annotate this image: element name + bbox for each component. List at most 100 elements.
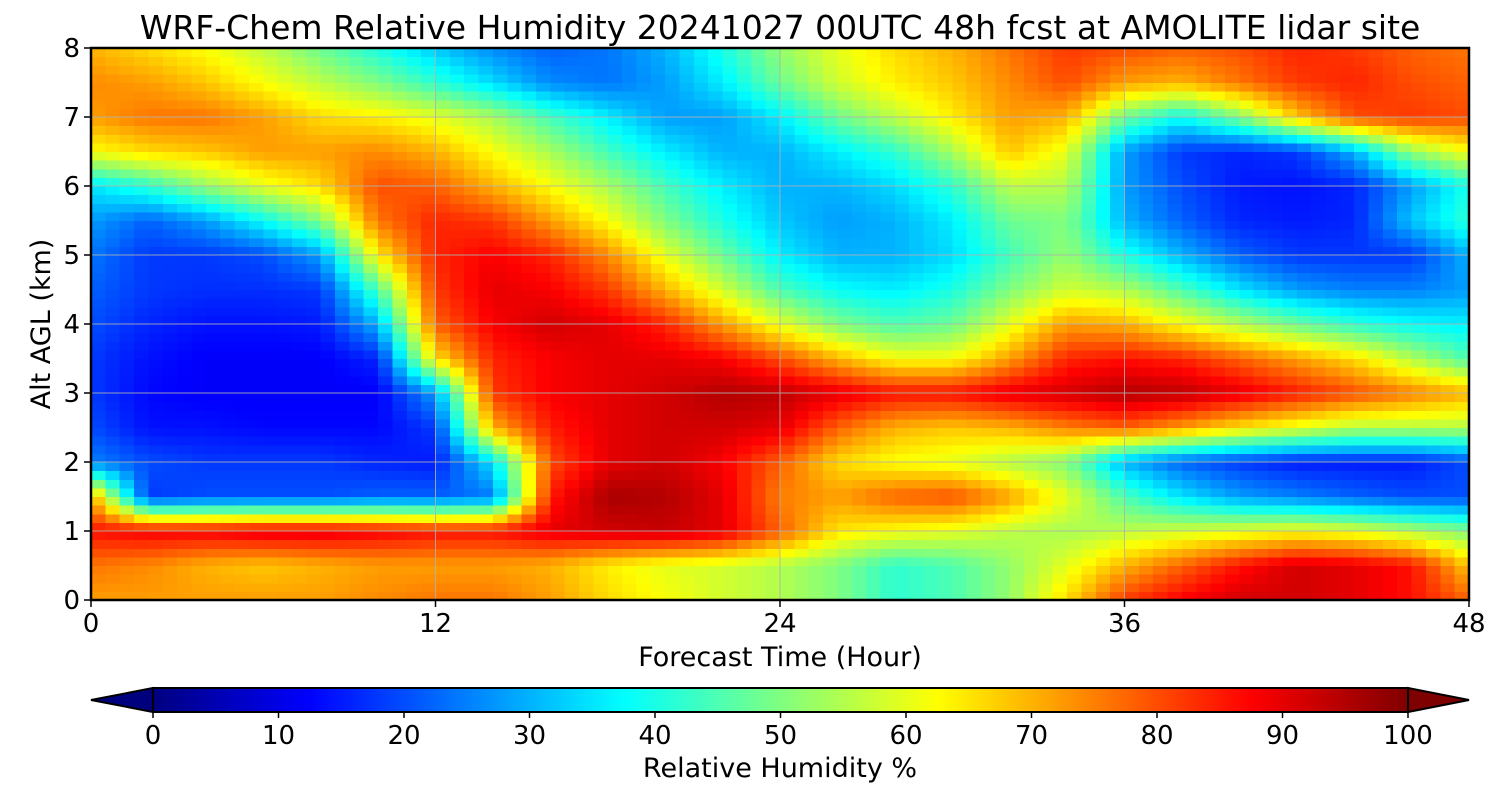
heatmap-cell [1411,367,1427,377]
heatmap-cell [966,160,982,170]
heatmap-cell [808,462,824,472]
heatmap-cell [134,453,150,463]
heatmap-cell [622,487,638,498]
heatmap-cell [1224,470,1240,480]
heatmap-cell [593,384,609,394]
heatmap-cell [406,401,422,411]
heatmap-cell [593,237,609,247]
heatmap-cell [579,168,594,178]
heatmap-cell [607,401,623,411]
heatmap-cell [1095,211,1111,222]
heatmap-cell [478,168,494,178]
heatmap-cell [1397,453,1413,463]
heatmap-cell [263,263,279,273]
heatmap-cell [866,453,882,463]
heatmap-cell [1038,487,1054,498]
heatmap-cell [866,289,882,299]
heatmap-cell [320,496,336,506]
heatmap-cell [665,565,681,575]
heatmap-cell [478,487,494,498]
heatmap-cell [220,272,236,282]
heatmap-cell [1440,513,1456,523]
heatmap-cell [1382,496,1398,506]
heatmap-cell [119,496,135,506]
heatmap-cell [320,531,336,541]
heatmap-cell [823,263,839,273]
heatmap-cell [564,427,580,437]
heatmap-cell [722,203,738,213]
heatmap-cell [464,487,480,498]
heatmap-cell [464,341,480,351]
heatmap-cell [894,384,910,394]
heatmap-cell [134,194,150,204]
heatmap-cell [1052,168,1068,178]
heatmap-cell [119,531,135,541]
heatmap-cell [492,358,508,368]
heatmap-cell [823,289,839,299]
heatmap-cell [1368,427,1384,437]
heatmap-cell [291,522,307,532]
heatmap-cell [1311,367,1327,377]
heatmap-cell [148,289,164,299]
heatmap-cell [220,375,236,385]
heatmap-cell [349,220,365,230]
heatmap-cell [306,229,322,239]
heatmap-cell [335,591,350,601]
heatmap-cell [277,306,293,316]
heatmap-cell [866,367,882,377]
heatmap-cell [1397,246,1413,256]
heatmap-cell [579,401,594,411]
heatmap-cell [837,237,853,247]
heatmap-cell [1397,229,1413,239]
heatmap-cell [1368,324,1384,334]
heatmap-cell [952,324,968,334]
heatmap-cell [162,315,178,325]
heatmap-cell [349,255,365,265]
heatmap-cell [708,444,724,454]
heatmap-cell [535,444,551,454]
heatmap-cell [91,436,106,446]
heatmap-cell [823,496,839,506]
heatmap-cell [535,565,551,575]
heatmap-cell [693,341,709,351]
heatmap-cell [492,151,508,161]
heatmap-cell [736,211,752,222]
heatmap-cell [248,453,264,463]
heatmap-cell [1296,393,1312,403]
heatmap-cell [1067,186,1083,196]
heatmap-cell [205,453,221,463]
heatmap-cell [579,324,594,334]
heatmap-cell [406,513,422,523]
heatmap-cell [421,375,437,385]
heatmap-cell [1224,401,1240,411]
heatmap-cell [406,410,422,420]
heatmap-cell [1411,160,1427,170]
heatmap-cell [1081,444,1097,454]
heatmap-cell [622,263,638,273]
heatmap-cell [1052,444,1068,454]
heatmap-cell [665,410,681,420]
heatmap-cell [550,479,566,489]
heatmap-cell [1052,220,1068,230]
heatmap-cell [134,401,150,411]
heatmap-cell [607,246,623,256]
heatmap-cell [91,186,106,196]
heatmap-cell [306,263,322,273]
heatmap-cell [1095,177,1111,187]
heatmap-cell [119,565,135,575]
heatmap-cell [1110,255,1126,265]
heatmap-cell [1425,246,1441,256]
heatmap-cell [693,487,709,498]
heatmap-cell [564,280,580,291]
heatmap-cell [105,470,121,480]
heatmap-cell [1311,444,1327,454]
heatmap-cell [320,177,336,187]
heatmap-cell [205,332,221,342]
heatmap-cell [1268,393,1283,403]
heatmap-cell [564,453,580,463]
heatmap-cell [894,263,910,273]
heatmap-cell [1368,280,1384,291]
heatmap-cell [1311,263,1327,273]
heatmap-cell [1067,384,1083,394]
heatmap-cell [191,539,207,549]
